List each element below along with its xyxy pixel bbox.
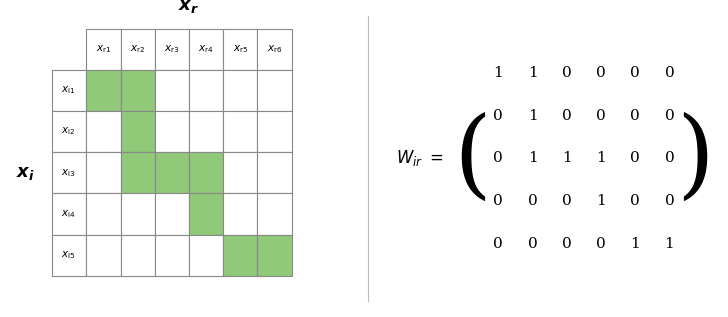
- Bar: [223, 70, 258, 111]
- Bar: [121, 193, 155, 235]
- Text: 0: 0: [596, 66, 606, 80]
- Text: $x_{\rm i3}$: $x_{\rm i3}$: [61, 167, 76, 179]
- Text: 0: 0: [562, 109, 571, 123]
- Text: 1: 1: [494, 66, 503, 80]
- Text: 0: 0: [630, 152, 640, 165]
- Text: $x_{\rm r1}$: $x_{\rm r1}$: [96, 43, 111, 55]
- Bar: [189, 111, 223, 152]
- Text: $x_{\rm i2}$: $x_{\rm i2}$: [61, 126, 76, 138]
- Text: $x_{\rm r3}$: $x_{\rm r3}$: [164, 43, 180, 55]
- Text: 0: 0: [528, 237, 537, 251]
- Bar: [189, 235, 223, 276]
- Bar: [87, 29, 121, 70]
- Bar: [258, 235, 291, 276]
- Text: 0: 0: [665, 66, 674, 80]
- Text: ): ): [676, 112, 714, 205]
- Bar: [52, 152, 86, 193]
- Bar: [189, 70, 223, 111]
- Bar: [155, 193, 189, 235]
- Bar: [155, 111, 189, 152]
- Bar: [121, 111, 155, 152]
- Text: $x_{\rm i5}$: $x_{\rm i5}$: [61, 249, 76, 261]
- Bar: [87, 111, 121, 152]
- Bar: [189, 29, 223, 70]
- Bar: [52, 111, 86, 152]
- Text: $\bfit{x}_i$: $\bfit{x}_i$: [16, 164, 35, 182]
- Bar: [223, 29, 258, 70]
- Text: 0: 0: [494, 237, 503, 251]
- Text: 0: 0: [528, 194, 537, 208]
- Text: $x_{\rm i1}$: $x_{\rm i1}$: [61, 84, 76, 96]
- Text: $x_{\rm r2}$: $x_{\rm r2}$: [130, 43, 146, 55]
- Bar: [155, 70, 189, 111]
- Text: 1: 1: [596, 194, 606, 208]
- Text: 0: 0: [494, 109, 503, 123]
- Bar: [258, 152, 291, 193]
- Text: $x_{\rm r4}$: $x_{\rm r4}$: [198, 43, 214, 55]
- Text: 0: 0: [630, 66, 640, 80]
- Bar: [121, 235, 155, 276]
- Bar: [189, 193, 223, 235]
- Text: $W_{ir}\ =$: $W_{ir}\ =$: [397, 148, 444, 169]
- Bar: [52, 235, 86, 276]
- Bar: [87, 70, 121, 111]
- Bar: [223, 111, 258, 152]
- Text: 0: 0: [494, 152, 503, 165]
- Text: 0: 0: [596, 237, 606, 251]
- Bar: [87, 235, 121, 276]
- Text: 1: 1: [665, 237, 674, 251]
- Text: $\bfit{x}_r$: $\bfit{x}_r$: [178, 0, 199, 15]
- Bar: [223, 152, 258, 193]
- Text: 1: 1: [562, 152, 571, 165]
- Text: 1: 1: [528, 109, 537, 123]
- Text: 1: 1: [596, 152, 606, 165]
- Bar: [223, 193, 258, 235]
- Text: 1: 1: [528, 66, 537, 80]
- Text: 1: 1: [528, 152, 537, 165]
- Text: 0: 0: [665, 152, 674, 165]
- Text: $x_{\rm r5}$: $x_{\rm r5}$: [232, 43, 248, 55]
- Bar: [189, 152, 223, 193]
- Bar: [87, 193, 121, 235]
- Text: 0: 0: [562, 66, 571, 80]
- Text: $x_{\rm r6}$: $x_{\rm r6}$: [266, 43, 282, 55]
- Text: 0: 0: [562, 194, 571, 208]
- Bar: [155, 152, 189, 193]
- Text: (: (: [454, 112, 491, 205]
- Bar: [121, 70, 155, 111]
- Bar: [52, 70, 86, 111]
- Bar: [121, 29, 155, 70]
- Bar: [155, 29, 189, 70]
- Bar: [223, 235, 258, 276]
- Text: 0: 0: [665, 109, 674, 123]
- Bar: [87, 152, 121, 193]
- Text: 0: 0: [596, 109, 606, 123]
- Text: 0: 0: [665, 194, 674, 208]
- Bar: [52, 193, 86, 235]
- Bar: [155, 235, 189, 276]
- Text: 1: 1: [630, 237, 640, 251]
- Bar: [258, 70, 291, 111]
- Text: 0: 0: [630, 109, 640, 123]
- Text: 0: 0: [630, 194, 640, 208]
- Text: $x_{\rm i4}$: $x_{\rm i4}$: [61, 208, 76, 220]
- Text: 0: 0: [562, 237, 571, 251]
- Bar: [121, 152, 155, 193]
- Bar: [258, 111, 291, 152]
- Bar: [258, 29, 291, 70]
- Text: 0: 0: [494, 194, 503, 208]
- Bar: [258, 193, 291, 235]
